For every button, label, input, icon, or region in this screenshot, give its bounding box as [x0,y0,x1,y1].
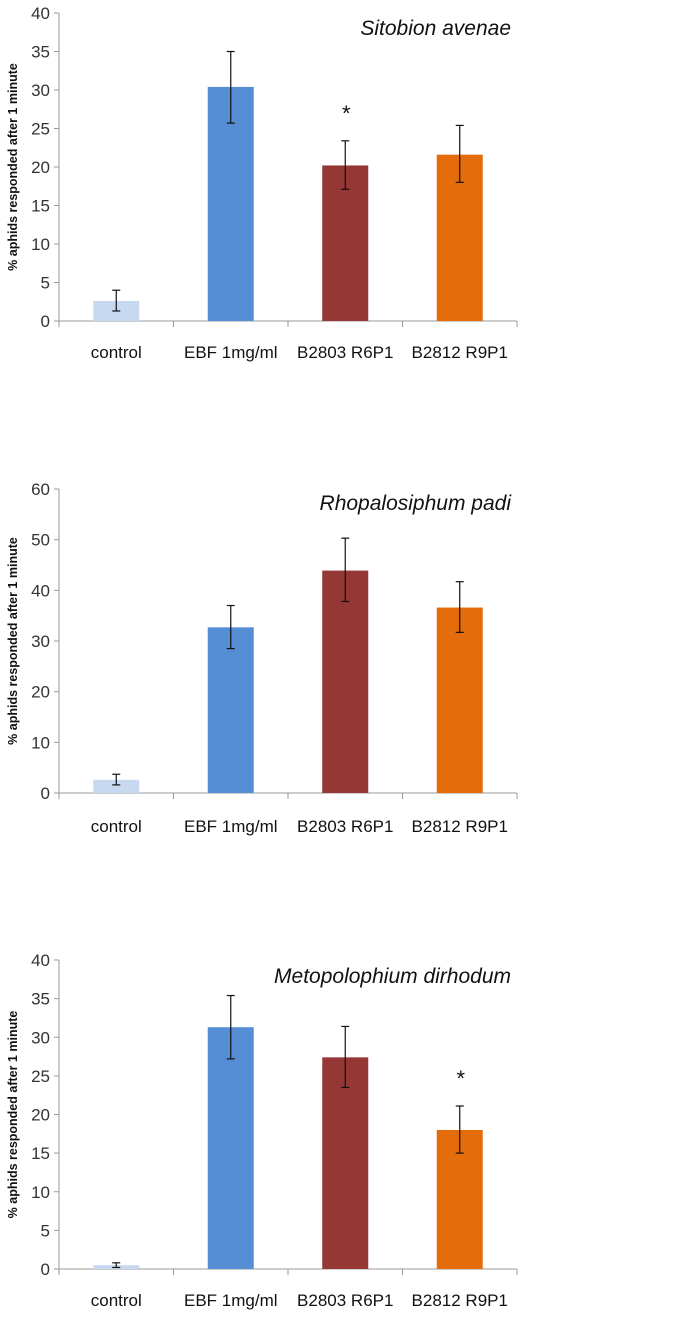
y-tick-label: 30 [31,1028,50,1047]
chart-title: Rhopalosiphum padi [320,492,513,515]
y-tick-label: 15 [31,1144,50,1163]
y-tick-label: 20 [31,683,50,702]
x-category-label: control [91,1291,142,1310]
x-category-label: EBF 1mg/ml [184,1291,278,1310]
y-tick-label: 25 [31,120,50,139]
x-category-label: B2803 R6P1 [297,343,393,362]
significance-marker: * [342,101,351,126]
chart-title: Metopolophium dirhodum [274,965,511,988]
bar-b2812-r9p1 [436,607,483,793]
y-tick-label: 40 [31,581,50,600]
significance-marker: * [456,1066,465,1091]
y-tick-label: 40 [31,951,50,970]
y-tick-label: 35 [31,43,50,62]
y-tick-label: 60 [31,480,50,499]
y-tick-label: 20 [31,158,50,177]
y-tick-label: 0 [41,312,50,331]
bar-ebf-1mg-ml [207,1027,254,1269]
bar-ebf-1mg-ml [207,627,254,793]
chart-title: Sitobion avenae [360,17,511,40]
x-category-label: B2812 R9P1 [412,817,508,836]
x-category-label: control [91,343,142,362]
y-tick-label: 30 [31,81,50,100]
y-tick-label: 5 [41,1221,50,1240]
y-axis-label: % aphids responded after 1 minute [6,1011,20,1219]
y-tick-label: 10 [31,235,50,254]
y-tick-label: 10 [31,733,50,752]
chart-2: 0 10 20 30 40 50 60 % aphids responded after 1 … [6,480,518,836]
x-category-label: EBF 1mg/ml [184,343,278,362]
y-axis-label: % aphids responded after 1 minute [6,63,20,271]
y-tick-label: 20 [31,1106,50,1125]
y-tick-label: 40 [31,4,50,23]
y-tick-label: 50 [31,531,50,550]
y-tick-label: 0 [41,784,50,803]
y-tick-label: 5 [41,274,50,293]
y-tick-label: 15 [31,197,50,216]
x-category-label: EBF 1mg/ml [184,817,278,836]
bar-control [93,779,140,793]
x-category-label: B2812 R9P1 [412,1291,508,1310]
x-category-label: control [91,817,142,836]
bar-ebf-1mg-ml [207,86,254,321]
bar-b2803-r6p1 [322,570,369,793]
x-category-label: B2803 R6P1 [297,1291,393,1310]
chart-1: 0 5 10 15 20 25 30 35 40 % aphids responded after… [6,4,518,362]
y-tick-label: 30 [31,632,50,651]
bar-b2803-r6p1 [322,165,369,321]
bar-b2803-r6p1 [322,1057,369,1269]
chart-3: 0 5 10 15 20 25 30 35 40 % aphids responded after… [6,951,518,1310]
y-tick-label: 10 [31,1183,50,1202]
y-tick-label: 25 [31,1067,50,1086]
y-tick-label: 35 [31,990,50,1009]
x-category-label: B2803 R6P1 [297,817,393,836]
y-axis-label: % aphids responded after 1 minute [6,537,20,745]
y-tick-label: 0 [41,1260,50,1279]
x-category-label: B2812 R9P1 [412,343,508,362]
